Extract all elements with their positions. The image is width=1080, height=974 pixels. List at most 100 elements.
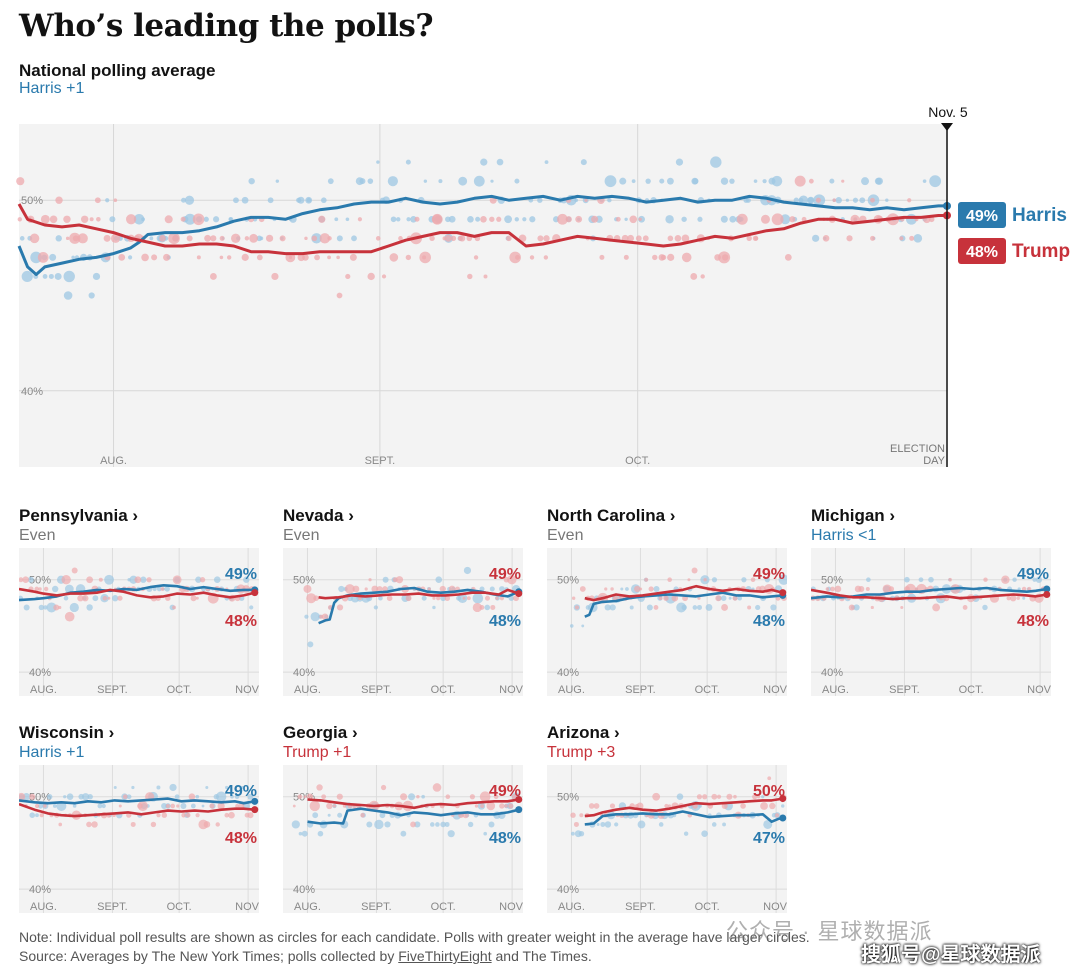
poll-dot xyxy=(427,587,431,591)
poll-dot xyxy=(159,235,166,242)
state-chart-nevada[interactable]: Nevada › Even AUG. SEPT. OCT. NOV. 40% 50% 48% 49… xyxy=(283,506,523,702)
poll-dot xyxy=(599,254,605,260)
poll-dot xyxy=(645,178,651,184)
poll-dot xyxy=(720,215,728,223)
harris-average-line xyxy=(307,807,520,825)
poll-dot xyxy=(639,587,643,591)
poll-dot xyxy=(484,595,490,601)
poll-dot xyxy=(422,255,427,260)
poll-dot xyxy=(234,794,240,800)
poll-dot xyxy=(740,803,746,809)
poll-dot xyxy=(86,604,93,611)
poll-dot xyxy=(770,604,777,611)
poll-dot xyxy=(747,605,752,610)
poll-dot xyxy=(660,254,667,261)
state-chart-pennsylvania[interactable]: Pennsylvania › Even AUG. SEPT. OCT. NOV. 40% 50… xyxy=(19,506,259,702)
poll-dot xyxy=(486,801,496,811)
poll-dot xyxy=(722,254,729,261)
note-text-2: and The Times. xyxy=(491,948,592,964)
poll-dot xyxy=(313,595,319,602)
poll-dot xyxy=(479,586,485,592)
y-tick-label: 40% xyxy=(293,667,315,679)
poll-dot xyxy=(39,813,44,818)
poll-dot xyxy=(226,255,232,260)
poll-dot xyxy=(357,217,363,222)
poll-dot xyxy=(55,196,63,204)
poll-dot xyxy=(653,585,660,592)
poll-dot xyxy=(703,578,707,582)
poll-dot xyxy=(35,813,39,818)
poll-dot xyxy=(405,595,412,602)
state-name[interactable]: Georgia › xyxy=(283,723,358,742)
poll-dot xyxy=(948,577,952,582)
poll-dot xyxy=(737,595,743,601)
x-tick-label: NOV. xyxy=(499,901,523,913)
state-chart-north-carolina[interactable]: North Carolina › Even AUG. SEPT. OCT. NOV. 40%… xyxy=(547,506,787,702)
poll-dot xyxy=(928,576,934,583)
state-name[interactable]: Pennsylvania › xyxy=(19,506,139,525)
y-tick-label: 50% xyxy=(557,792,579,804)
poll-dot xyxy=(133,213,145,225)
state-name[interactable]: Nevada › xyxy=(283,506,354,525)
poll-dot xyxy=(164,586,170,592)
poll-dot xyxy=(22,576,29,584)
chart-background xyxy=(19,124,948,467)
poll-dot xyxy=(604,587,608,591)
x-tick-label: AUG. xyxy=(294,684,321,696)
poll-dot xyxy=(210,235,217,242)
poll-dot xyxy=(151,254,158,261)
state-chart-michigan[interactable]: Michigan › Harris <1 AUG. SEPT. OCT. NOV. 40% 5… xyxy=(811,506,1051,702)
state-chart-georgia[interactable]: Georgia ›Trump +1AUG.SEPT.OCT.NOV.40%50%… xyxy=(283,723,523,919)
poll-dot xyxy=(569,624,574,628)
poll-dot xyxy=(259,236,264,241)
poll-dot xyxy=(774,813,780,818)
poll-dot xyxy=(432,783,442,792)
poll-dot xyxy=(184,195,195,205)
poll-dot xyxy=(752,235,759,242)
poll-dot xyxy=(126,794,132,800)
mini-chart-background xyxy=(19,765,259,913)
poll-dot xyxy=(134,576,142,584)
state-name[interactable]: Michigan › xyxy=(811,506,896,525)
poll-dot xyxy=(675,158,684,166)
state-name[interactable]: North Carolina › xyxy=(547,506,676,525)
poll-dot xyxy=(574,605,580,610)
poll-dot xyxy=(435,576,443,584)
poll-dot xyxy=(658,596,663,601)
trump-final-label: 48% xyxy=(1017,613,1049,630)
state-name[interactable]: Arizona › xyxy=(547,723,620,742)
poll-dot xyxy=(499,596,504,601)
poll-dot xyxy=(760,802,768,810)
poll-dot xyxy=(61,575,71,585)
poll-dot xyxy=(71,255,75,260)
state-chart-arizona[interactable]: Arizona › Trump +3 AUG. SEPT. OCT. NOV. 40% 50%… xyxy=(547,723,787,919)
harris-end-dot xyxy=(1043,585,1051,593)
poll-dot xyxy=(479,605,485,610)
state-name[interactable]: Wisconsin › xyxy=(19,723,115,742)
poll-dot xyxy=(306,593,317,604)
poll-dot xyxy=(248,177,255,185)
poll-dot xyxy=(92,595,99,602)
poll-dot xyxy=(929,175,942,188)
election-day-date: Nov. 5 xyxy=(928,104,968,120)
poll-dot xyxy=(71,567,78,574)
fivethirtyeight-link[interactable]: FiveThirtyEight xyxy=(398,948,492,964)
poll-dot xyxy=(367,272,375,281)
poll-dot xyxy=(570,812,576,818)
poll-dot xyxy=(571,596,576,600)
poll-dot xyxy=(565,216,572,223)
poll-dot xyxy=(716,794,722,799)
poll-dot xyxy=(29,233,40,244)
poll-dot xyxy=(43,586,49,592)
poll-dot xyxy=(667,235,674,242)
state-chart-wisconsin[interactable]: Wisconsin › Harris +1 AUG. SEPT. OCT. NOV. 40%… xyxy=(19,723,259,919)
x-tick-label: AUG. xyxy=(558,901,585,913)
poll-dot xyxy=(21,270,33,283)
poll-dot xyxy=(195,576,202,583)
poll-dot xyxy=(336,292,343,299)
poll-dot xyxy=(180,802,187,809)
poll-dot xyxy=(117,595,123,601)
poll-dot xyxy=(192,213,205,226)
poll-dot xyxy=(490,604,496,610)
state-leader: Even xyxy=(547,527,584,544)
